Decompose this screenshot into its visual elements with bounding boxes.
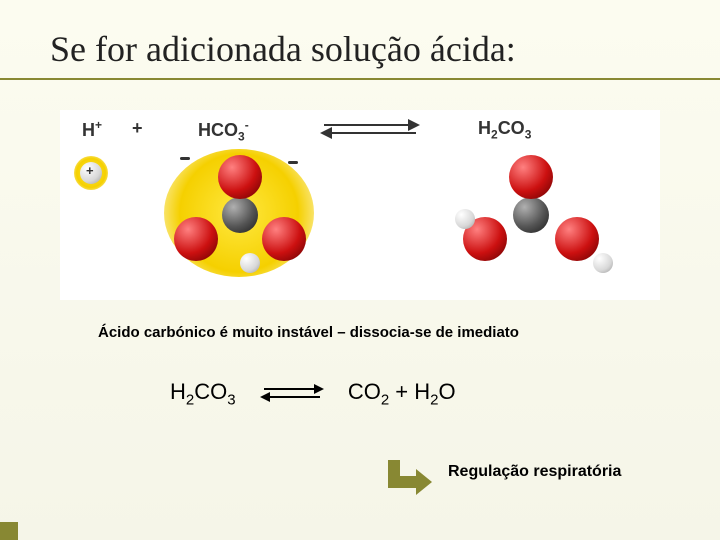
bicarbonate-molecule [170,155,320,285]
label-h2co3: H2CO3 [478,118,531,142]
title-underline [0,78,720,80]
reaction-diagram: H+ + HCO3- H2CO3 + [60,110,660,300]
dissociation-formula: H2CO3 CO2 + H2O [170,379,720,408]
regulation-label: Regulação respiratória [448,463,621,481]
carbonic-acid-molecule [455,155,615,285]
caption-text: Ácido carbónico é muito instável – disso… [98,324,720,341]
double-arrow-icon [260,381,324,405]
corner-accent-icon [0,522,18,540]
slide-title: Se for adicionada solução ácida: [50,28,670,70]
label-h-plus: H+ [82,118,102,141]
label-hco3: HCO3- [198,118,249,144]
label-plus-1: + [132,118,143,139]
equilibrium-arrow-icon [320,120,420,140]
